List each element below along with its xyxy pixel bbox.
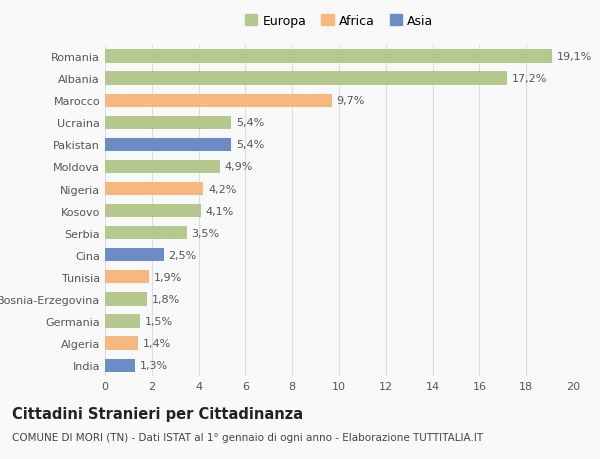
Text: 17,2%: 17,2%: [512, 74, 548, 84]
Text: 4,2%: 4,2%: [208, 184, 236, 194]
Bar: [105, 139, 232, 151]
Text: 4,1%: 4,1%: [206, 206, 234, 216]
Text: COMUNE DI MORI (TN) - Dati ISTAT al 1° gennaio di ogni anno - Elaborazione TUTTI: COMUNE DI MORI (TN) - Dati ISTAT al 1° g…: [12, 432, 483, 442]
Bar: [105, 161, 220, 174]
Text: 5,4%: 5,4%: [236, 118, 264, 128]
Bar: [105, 183, 203, 196]
Text: Cittadini Stranieri per Cittadinanza: Cittadini Stranieri per Cittadinanza: [12, 406, 303, 421]
Text: 1,3%: 1,3%: [140, 360, 168, 370]
Text: 5,4%: 5,4%: [236, 140, 264, 150]
Text: 1,4%: 1,4%: [142, 338, 170, 348]
Text: 9,7%: 9,7%: [337, 96, 365, 106]
Text: 1,9%: 1,9%: [154, 272, 182, 282]
Text: 3,5%: 3,5%: [191, 228, 220, 238]
Text: 1,5%: 1,5%: [145, 316, 173, 326]
Bar: [105, 249, 163, 262]
Bar: [105, 315, 140, 328]
Text: 19,1%: 19,1%: [557, 52, 592, 62]
Text: 1,8%: 1,8%: [152, 294, 180, 304]
Bar: [105, 337, 138, 350]
Bar: [105, 50, 552, 63]
Bar: [105, 205, 201, 218]
Bar: [105, 95, 332, 107]
Text: 2,5%: 2,5%: [168, 250, 196, 260]
Bar: [105, 73, 508, 85]
Text: 4,9%: 4,9%: [224, 162, 253, 172]
Legend: Europa, Africa, Asia: Europa, Africa, Asia: [240, 10, 438, 33]
Bar: [105, 359, 136, 372]
Bar: [105, 117, 232, 129]
Bar: [105, 227, 187, 240]
Bar: [105, 271, 149, 284]
Bar: [105, 293, 147, 306]
